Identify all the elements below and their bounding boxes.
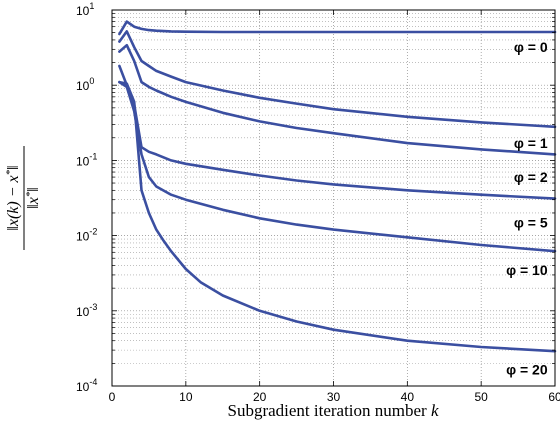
curve-label-4: φ = 10 <box>506 262 548 278</box>
curve-label-5: φ = 20 <box>506 362 548 378</box>
x-tick-label: 20 <box>253 390 267 404</box>
series-line-1 <box>118 30 557 129</box>
axis-ticks <box>111 9 556 387</box>
y-tick-label: 10-1 <box>76 151 97 168</box>
x-tick-label: 50 <box>474 390 488 404</box>
curve-label-2: φ = 2 <box>514 169 548 185</box>
curve-label-3: φ = 5 <box>514 214 548 230</box>
x-tick-labels: 0 10 20 30 40 50 60 <box>109 390 560 404</box>
series-layer <box>118 20 557 353</box>
x-tick-label: 10 <box>179 390 193 404</box>
y-tick-labels: 10-4 10-3 10-2 10-1 100 101 <box>76 1 97 394</box>
curve-label-1: φ = 1 <box>514 135 548 151</box>
x-tick-label: 0 <box>109 390 116 404</box>
svg-text:‖x(k) − x*‖: ‖x(k) − x*‖ <box>4 165 22 230</box>
y-tick-label: 100 <box>76 76 94 93</box>
y-tick-label: 10-4 <box>76 377 97 394</box>
x-tick-label: 60 <box>548 390 560 404</box>
svg-text:‖x*‖: ‖x*‖ <box>24 187 42 209</box>
series-line-5 <box>118 80 557 353</box>
plot-background <box>112 10 555 386</box>
x-tick-label: 40 <box>401 390 415 404</box>
y-axis-label: ‖x(k) − x*‖ ‖x*‖ <box>4 146 42 250</box>
annotations: φ = 0 φ = 1 φ = 2 φ = 5 φ = 10 φ = 20 <box>506 39 548 377</box>
y-tick-label: 10-2 <box>76 227 97 244</box>
y-tick-label: 101 <box>76 1 94 18</box>
y-tick-label: 10-3 <box>76 302 97 319</box>
curve-label-0: φ = 0 <box>514 39 548 55</box>
x-axis-label: Subgradient iteration number k <box>227 401 438 420</box>
x-tick-label: 30 <box>327 390 341 404</box>
series-line-2 <box>118 43 557 156</box>
series-line-0 <box>118 20 557 36</box>
